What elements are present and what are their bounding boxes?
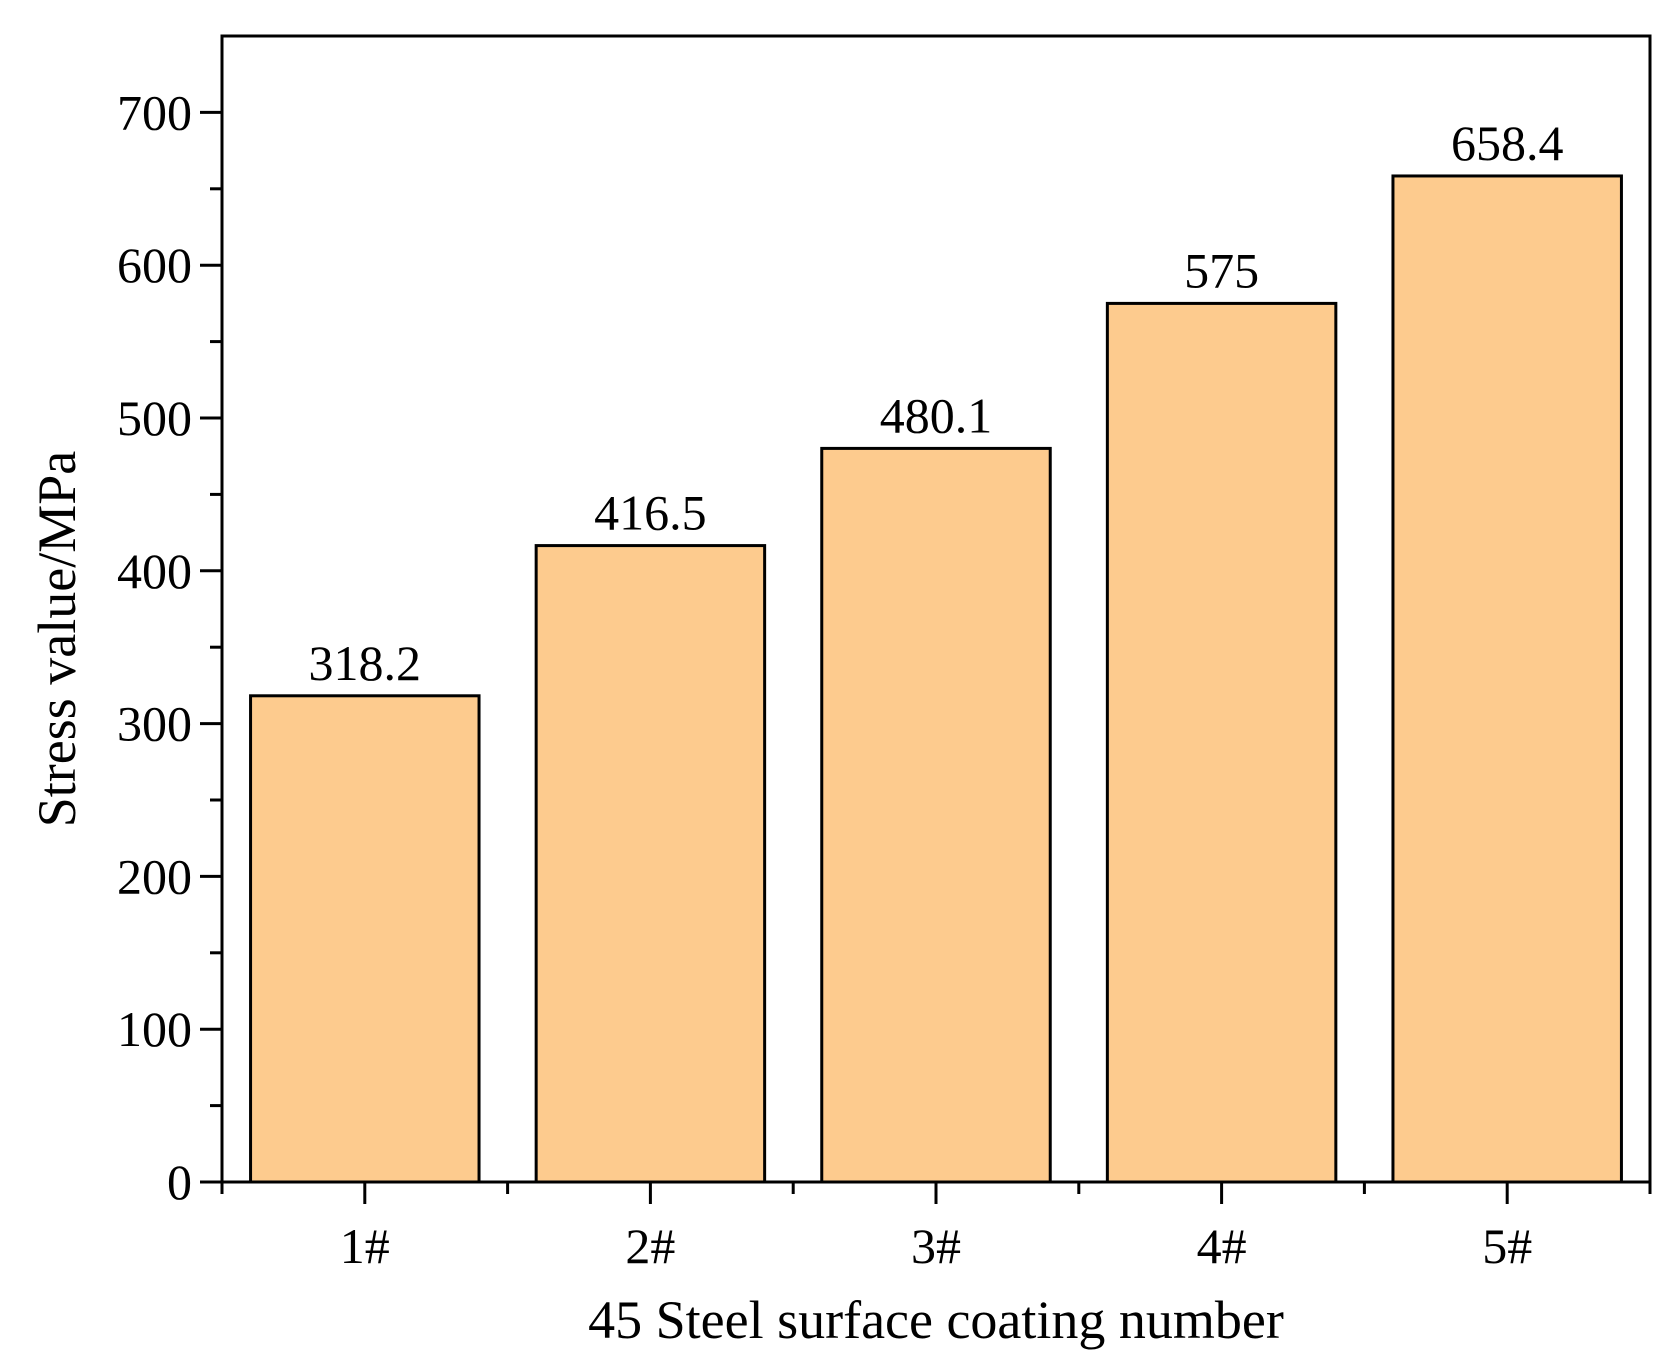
x-axis-ticks: 1# 2# 3# 4# 5# xyxy=(220,1182,1652,1274)
bar-3 xyxy=(820,446,1052,1184)
x-tick-label-5: 5# xyxy=(1482,1218,1532,1274)
bars-group xyxy=(249,174,1623,1184)
y-tick-label-0: 0 xyxy=(167,1154,192,1210)
x-tick-label-3: 3# xyxy=(911,1218,961,1274)
data-label-2: 416.5 xyxy=(594,485,707,541)
x-tick-label-4: 4# xyxy=(1197,1218,1247,1274)
x-axis-title: 45 Steel surface coating number xyxy=(588,1290,1284,1350)
y-tick-label-500: 500 xyxy=(117,390,192,446)
y-tick-label-600: 600 xyxy=(117,237,192,293)
data-label-5: 658.4 xyxy=(1451,115,1564,171)
bar-5 xyxy=(1391,174,1623,1184)
data-label-1: 318.2 xyxy=(309,635,422,691)
y-tick-label-300: 300 xyxy=(117,696,192,752)
data-label-4: 575 xyxy=(1184,242,1259,298)
data-label-3: 480.1 xyxy=(880,387,993,443)
y-tick-label-100: 100 xyxy=(117,1001,192,1057)
x-tick-label-1: 1# xyxy=(340,1218,390,1274)
y-tick-label-400: 400 xyxy=(117,543,192,599)
y-axis-ticks: 0 100 200 300 400 500 600 700 xyxy=(117,84,222,1210)
bar-1 xyxy=(249,694,481,1184)
y-axis-title: Stress value/MPa xyxy=(27,451,87,828)
y-tick-label-200: 200 xyxy=(117,848,192,904)
y-tick-label-700: 700 xyxy=(117,84,192,140)
bar-4 xyxy=(1105,301,1338,1184)
bar-2 xyxy=(534,544,767,1184)
data-labels-group: 318.2 416.5 480.1 575 658.4 xyxy=(309,115,1564,691)
x-tick-label-2: 2# xyxy=(625,1218,675,1274)
